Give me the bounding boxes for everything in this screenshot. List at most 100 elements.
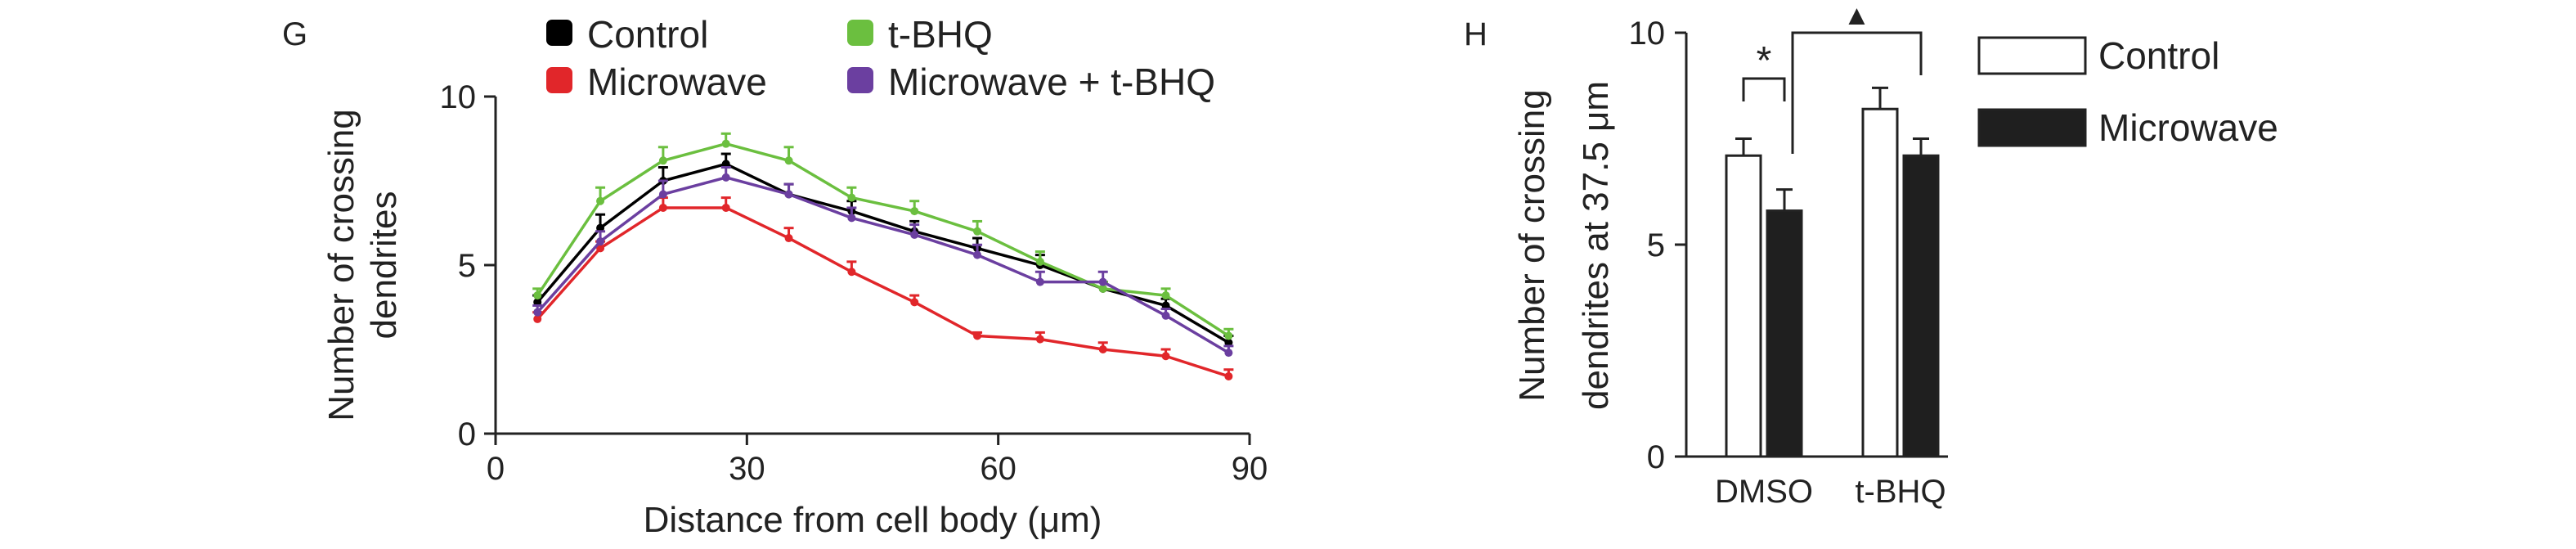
point-control bbox=[1224, 338, 1233, 347]
point-t-bhq bbox=[658, 156, 667, 165]
point-t-bhq bbox=[533, 291, 542, 300]
point-microwave-t-bhq bbox=[973, 250, 982, 259]
panel-g-y-ticks: 0 5 10 bbox=[440, 79, 496, 452]
panel-h-y-axis-title-line2: dendrites at 37.5 μm bbox=[1576, 81, 1616, 410]
significance-star: * bbox=[1757, 39, 1772, 83]
legend-swatch-microwave-tbhq bbox=[847, 67, 873, 93]
panel-g-x-ticks: 0 30 60 90 bbox=[487, 434, 1268, 487]
legend-label-control: Control bbox=[587, 13, 708, 56]
panel-g-y-tick-label: 5 bbox=[458, 248, 476, 284]
point-control bbox=[1161, 301, 1170, 310]
legend-label-microwave-tbhq: Microwave + t-BHQ bbox=[888, 61, 1215, 103]
line-microwave bbox=[536, 206, 1229, 378]
series-t-bhq bbox=[532, 132, 1234, 340]
point-t-bhq bbox=[1224, 331, 1233, 340]
point-microwave bbox=[533, 314, 542, 323]
panel-g-series bbox=[532, 132, 1234, 380]
legend-swatch-microwave-bar bbox=[1977, 108, 2087, 147]
point-t-bhq bbox=[1098, 284, 1107, 293]
panel-g-x-tick-label: 90 bbox=[1232, 451, 1268, 487]
panel-g-label: G bbox=[282, 16, 307, 52]
panel-g-line-chart: G Control Microwave t-BHQ Microwave + t-… bbox=[282, 13, 1268, 540]
point-t-bhq bbox=[1035, 257, 1044, 266]
panel-h-bars bbox=[1725, 86, 1940, 458]
point-microwave bbox=[721, 203, 730, 212]
bar-t-bhq-microwave bbox=[1902, 154, 1940, 458]
bar-t-bhq-control bbox=[1861, 107, 1899, 458]
point-microwave-t-bhq bbox=[721, 173, 730, 182]
point-microwave bbox=[784, 234, 793, 243]
panel-h-category-dmso: DMSO bbox=[1715, 474, 1813, 510]
panel-g-x-tick-label: 60 bbox=[980, 451, 1016, 487]
point-microwave-t-bhq bbox=[1035, 277, 1044, 286]
series-control bbox=[532, 152, 1234, 347]
panel-h-y-tick-label: 5 bbox=[1647, 227, 1665, 263]
point-microwave bbox=[910, 298, 919, 307]
panel-h-y-tick-label: 10 bbox=[1629, 16, 1666, 52]
point-microwave bbox=[658, 203, 667, 212]
point-t-bhq bbox=[847, 193, 856, 202]
panel-g-y-axis-title-line2: dendrites bbox=[364, 191, 404, 339]
point-t-bhq bbox=[910, 207, 919, 216]
point-microwave bbox=[1161, 352, 1170, 361]
legend-label-microwave: Microwave bbox=[587, 61, 767, 103]
line-control bbox=[536, 162, 1230, 344]
point-microwave bbox=[1035, 335, 1044, 344]
panel-g-x-tick-label: 0 bbox=[487, 451, 505, 487]
point-t-bhq bbox=[596, 196, 605, 205]
point-microwave bbox=[1224, 371, 1233, 380]
point-control bbox=[596, 223, 605, 232]
point-t-bhq bbox=[721, 139, 730, 148]
series-microwave-t-bhq bbox=[532, 166, 1234, 358]
series-microwave bbox=[532, 196, 1234, 380]
panel-g-y-tick-label: 10 bbox=[440, 79, 477, 115]
panel-g-legend: Control Microwave t-BHQ Microwave + t-BH… bbox=[546, 13, 1215, 103]
point-microwave-t-bhq bbox=[1098, 277, 1107, 286]
point-microwave-t-bhq bbox=[533, 308, 542, 317]
legend-swatch-tbhq bbox=[847, 20, 873, 46]
panel-h-y-axis-title-line1: Number of crossing bbox=[1512, 89, 1552, 401]
point-microwave-t-bhq bbox=[596, 237, 605, 246]
bar-dmso-microwave bbox=[1766, 209, 1803, 458]
line-microwave-t-bhq bbox=[536, 176, 1230, 354]
point-microwave bbox=[973, 331, 982, 340]
panel-g-y-axis-title-line1: Number of crossing bbox=[321, 109, 361, 421]
panel-h-legend: Control Microwave bbox=[1977, 34, 2278, 149]
panel-g-y-tick-label: 0 bbox=[458, 416, 476, 452]
point-microwave-t-bhq bbox=[658, 190, 667, 199]
legend-swatch-microwave bbox=[546, 67, 572, 93]
legend-swatch-control bbox=[546, 20, 572, 46]
point-microwave bbox=[596, 244, 605, 253]
point-t-bhq bbox=[973, 227, 982, 236]
line-t-bhq bbox=[536, 142, 1230, 337]
bar-dmso-control bbox=[1725, 154, 1762, 458]
bracket-star bbox=[1742, 77, 1786, 101]
point-microwave-t-bhq bbox=[784, 190, 793, 199]
panel-g-x-tick-label: 30 bbox=[729, 451, 765, 487]
point-microwave-t-bhq bbox=[847, 214, 856, 223]
panel-g-x-axis-title: Distance from cell body (μm) bbox=[644, 500, 1102, 540]
significance-triangle: ▲ bbox=[1843, 0, 1871, 31]
point-microwave-t-bhq bbox=[1224, 349, 1233, 358]
bracket-triangle bbox=[1791, 31, 1923, 154]
legend-label-microwave-bar: Microwave bbox=[2098, 106, 2278, 149]
panel-h-bar-chart: H Number of crossing dendrites at 37.5 μ… bbox=[1464, 0, 2278, 510]
point-microwave-t-bhq bbox=[910, 230, 919, 239]
point-microwave bbox=[847, 268, 856, 277]
legend-label-control-bar: Control bbox=[2098, 34, 2219, 77]
panel-h-category-t-bhq: t-BHQ bbox=[1855, 474, 1945, 510]
panel-h-y-tick-label: 0 bbox=[1647, 439, 1665, 475]
panel-h-significance-annotations: *▲ bbox=[1742, 0, 1923, 154]
panel-h-label: H bbox=[1464, 16, 1488, 52]
point-t-bhq bbox=[784, 156, 793, 165]
legend-label-tbhq: t-BHQ bbox=[888, 13, 993, 56]
point-microwave-t-bhq bbox=[1161, 311, 1170, 320]
legend-swatch-control-bar bbox=[1977, 36, 2087, 75]
point-control bbox=[533, 298, 542, 307]
point-microwave bbox=[1098, 345, 1107, 353]
point-control bbox=[721, 160, 730, 169]
panel-h-category-labels: DMSO t-BHQ bbox=[1715, 474, 1946, 510]
point-t-bhq bbox=[1161, 291, 1170, 300]
panel-h-y-ticks: 0 5 10 bbox=[1629, 16, 1686, 475]
